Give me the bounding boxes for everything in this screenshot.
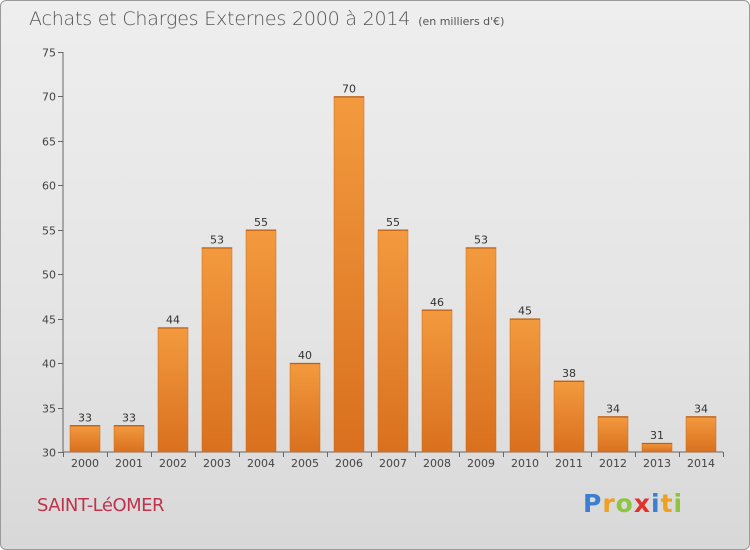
y-tick-label: 60 — [42, 180, 56, 193]
logo-letter: x — [633, 489, 651, 518]
bar-2001 — [113, 425, 145, 453]
bar-2002 — [157, 327, 189, 453]
x-tick-label: 2011 — [555, 457, 583, 470]
logo-letter: o — [615, 489, 634, 518]
x-tick-label: 2010 — [511, 457, 539, 470]
logo-letter: i — [673, 489, 684, 518]
x-tick-label: 2000 — [71, 457, 99, 470]
data-label-2009: 53 — [474, 234, 488, 247]
x-tick-label: 2001 — [115, 457, 143, 470]
y-tick-label: 35 — [42, 403, 56, 416]
data-label-2008: 46 — [430, 296, 444, 309]
y-tick-label: 30 — [42, 447, 56, 460]
commune-name: SAINT-LéOMER — [37, 495, 165, 516]
logo-letter: P — [583, 489, 603, 518]
bar-2011 — [553, 380, 585, 453]
data-label-2013: 31 — [650, 429, 664, 442]
logo-letter: i — [651, 489, 661, 518]
y-tick-label: 50 — [42, 269, 56, 282]
chart-title: Achats et Charges Externes 2000 à 2014 — [29, 8, 411, 30]
data-label-2010: 45 — [518, 305, 532, 318]
bar-2010 — [509, 318, 541, 453]
x-tick-label: 2006 — [335, 457, 363, 470]
bars — [69, 96, 717, 453]
x-tick-label: 2012 — [599, 457, 627, 470]
data-label-2011: 38 — [562, 367, 576, 380]
y-tick-label: 45 — [42, 314, 56, 327]
bar-2013 — [641, 442, 673, 453]
x-tick-label: 2007 — [379, 457, 407, 470]
bar-2003 — [201, 247, 233, 453]
data-label-2006: 70 — [342, 82, 356, 95]
logo-letter: t — [660, 489, 674, 518]
x-tick-label: 2014 — [687, 457, 715, 470]
proxiti-logo: Proxiti — [583, 489, 683, 518]
data-label-2002: 44 — [166, 314, 180, 327]
x-tick-label: 2008 — [423, 457, 451, 470]
x-tick-label: 2002 — [159, 457, 187, 470]
bar-2006 — [333, 96, 365, 453]
x-tick-label: 2013 — [643, 457, 671, 470]
title-block: Achats et Charges Externes 2000 à 2014 (e… — [29, 8, 504, 30]
bar-2008 — [421, 309, 453, 453]
y-tick-label: 65 — [42, 136, 56, 149]
bar-2005 — [289, 362, 321, 453]
data-labels: 33 33 44 53 55 40 70 55 46 53 45 38 34 31 34 — [78, 82, 708, 442]
x-tick-label: 2009 — [467, 457, 495, 470]
bar-2007 — [377, 229, 409, 453]
logo-letter: r — [602, 489, 616, 518]
data-label-2005: 40 — [298, 349, 312, 362]
data-label-2007: 55 — [386, 216, 400, 229]
data-label-2003: 53 — [210, 234, 224, 247]
x-tick-label: 2004 — [247, 457, 275, 470]
bar-2000 — [69, 425, 101, 453]
data-label-2000: 33 — [78, 411, 92, 424]
data-label-2012: 34 — [606, 402, 620, 415]
data-label-2014: 34 — [694, 402, 708, 415]
bar-2012 — [597, 416, 629, 453]
x-tick-label: 2005 — [291, 457, 319, 470]
y-tick-label: 75 — [42, 47, 56, 60]
y-tick-label: 55 — [42, 225, 56, 238]
bar-2009 — [465, 247, 497, 453]
data-label-2004: 55 — [254, 216, 268, 229]
bar-2004 — [245, 229, 277, 453]
y-tick-label: 40 — [42, 358, 56, 371]
data-label-2001: 33 — [122, 411, 136, 424]
x-tick-label: 2003 — [203, 457, 231, 470]
y-tick-label: 70 — [42, 91, 56, 104]
chart-subtitle: (en milliers d'€) — [418, 15, 505, 28]
bar-2014 — [685, 416, 717, 453]
